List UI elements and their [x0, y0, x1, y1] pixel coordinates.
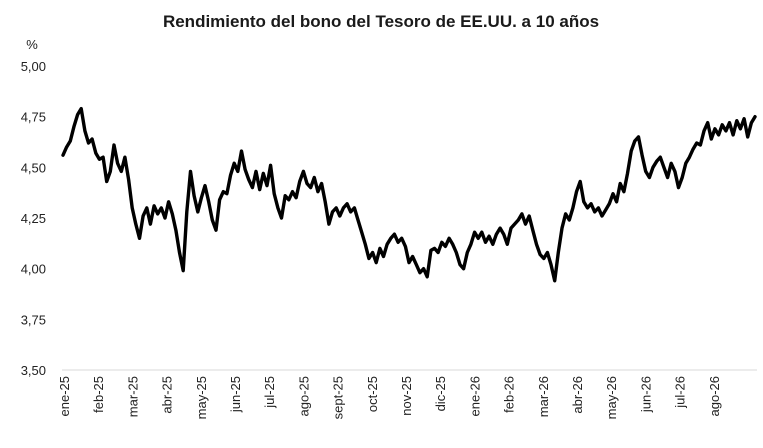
x-tick-label: jun-26	[638, 376, 653, 413]
x-tick-label: jul-25	[262, 376, 277, 409]
y-tick-label: 3,75	[21, 312, 46, 327]
x-tick-label: abr-26	[570, 376, 585, 414]
x-axis: ene-25 feb-25 mar-25 abr-25 may-25 jun-25 jul-…	[57, 376, 722, 419]
x-tick-label: mar-25	[125, 376, 140, 417]
x-tick-label: ago-26	[707, 376, 722, 416]
x-tick-label: may-25	[194, 376, 209, 419]
x-tick-label: feb-26	[502, 376, 517, 413]
x-tick-label: may-26	[604, 376, 619, 419]
x-tick-label: jul-26	[673, 376, 688, 409]
x-tick-label: abr-25	[160, 376, 175, 414]
y-tick-label: 4,00	[21, 262, 46, 277]
x-tick-label: mar-26	[536, 376, 551, 417]
chart-title: Rendimiento del bono del Tesoro de EE.UU…	[163, 12, 599, 31]
y-tick-label: 4,25	[21, 211, 46, 226]
y-axis-unit: %	[26, 37, 38, 52]
x-tick-label: feb-25	[91, 376, 106, 413]
x-tick-label: ago-25	[296, 376, 311, 416]
y-tick-label: 4,75	[21, 110, 46, 125]
x-tick-label: nov-25	[399, 376, 414, 416]
series-line	[61, 106, 757, 283]
x-tick-label: dic-25	[433, 376, 448, 411]
x-tick-label: oct-25	[365, 376, 380, 412]
y-axis: 3,50 3,75 4,00 4,25 4,50 4,75 5,00	[21, 59, 46, 378]
x-tick-label: jun-25	[228, 376, 243, 413]
x-tick-label: sept-25	[331, 376, 346, 419]
y-tick-label: 3,50	[21, 363, 46, 378]
y-tick-label: 4,50	[21, 160, 46, 175]
x-tick-label: ene-26	[467, 376, 482, 416]
y-tick-label: 5,00	[21, 59, 46, 74]
x-tick-label: ene-25	[57, 376, 72, 416]
